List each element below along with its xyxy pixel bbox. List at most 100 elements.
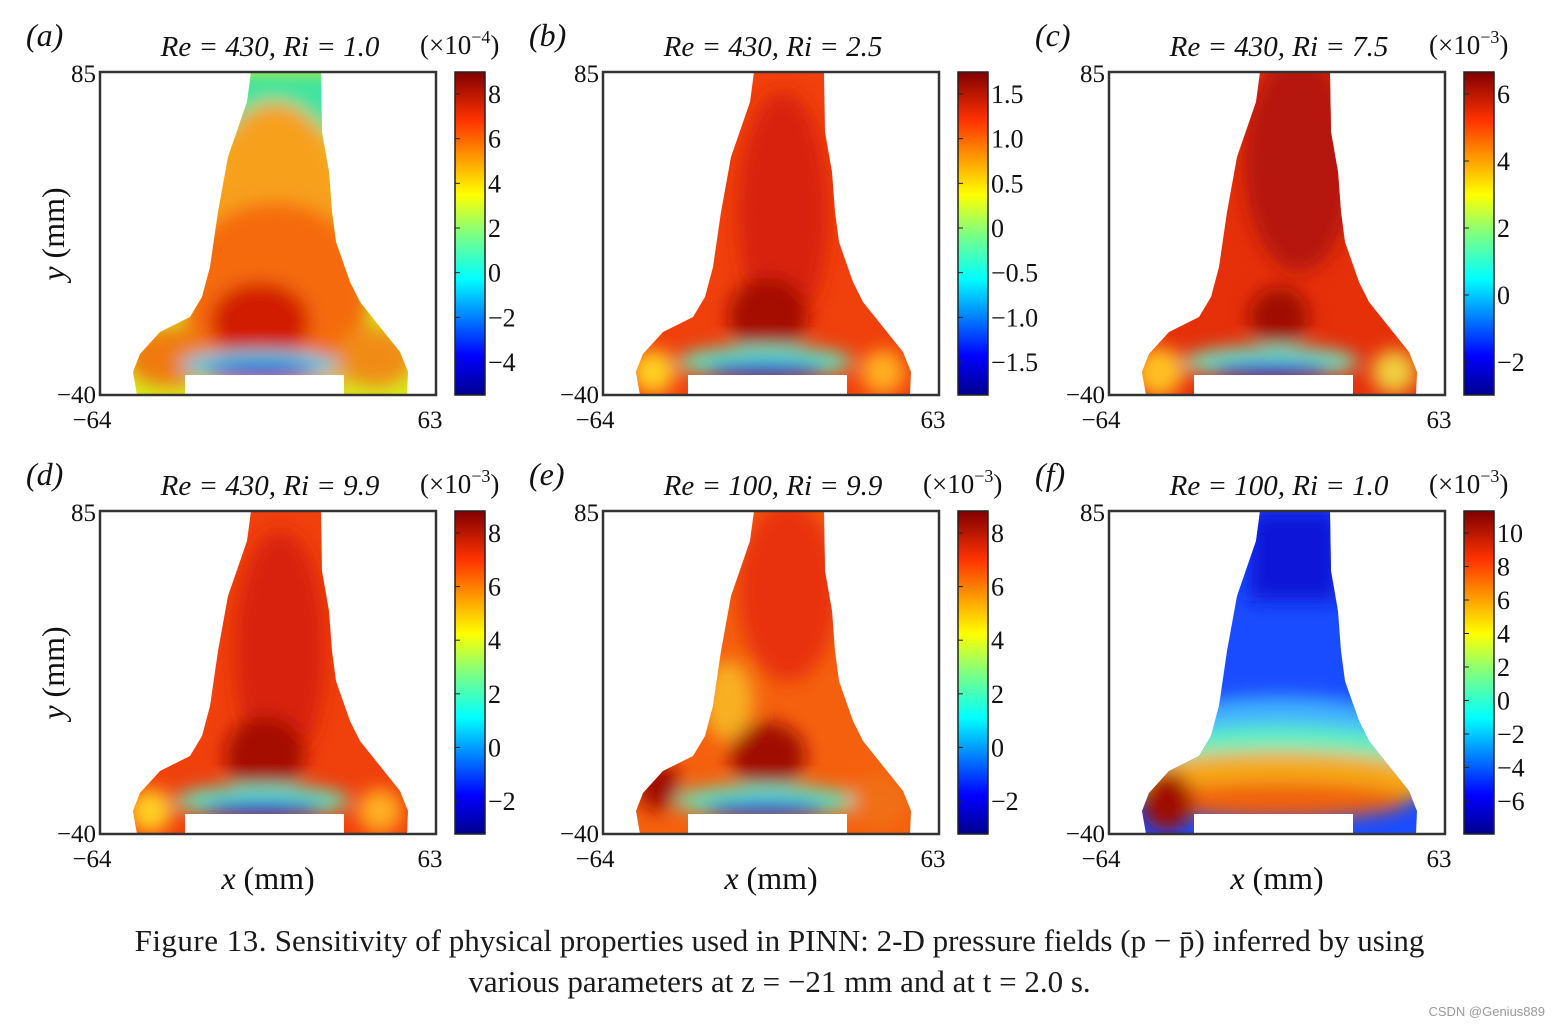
- panel-e: (e) Re = 100, Ri = 9.9 (×10−3) 85 −40−64 63 x …: [529, 456, 1019, 896]
- y-axis-label: y (mm): [35, 626, 71, 722]
- panel-label: (d): [26, 456, 63, 492]
- colorbar-tick-label: 4: [991, 626, 1004, 655]
- x-max-label: 63: [418, 846, 443, 873]
- x-min-label: −64: [72, 846, 112, 873]
- colorbar: [957, 510, 989, 835]
- plot-frame: [98, 509, 438, 836]
- colorbar-tick-label: 1.5: [991, 80, 1024, 109]
- colorbar-scale: (×10−3): [923, 466, 1002, 499]
- x-max-label: 63: [921, 846, 946, 873]
- colorbar-tick-label: 8: [488, 519, 501, 548]
- colorbar-tick-label: 4: [488, 626, 501, 655]
- x-min-label: −64: [1081, 407, 1121, 434]
- colorbar-tick-label: 0: [991, 733, 1004, 762]
- x-min-label: −64: [575, 407, 615, 434]
- colorbar-tick-label: −2: [488, 787, 516, 816]
- x-axis-label: x (mm): [1229, 860, 1323, 896]
- colorbar-tick-label: −1.0: [991, 303, 1038, 332]
- colorbar-tick-label: −4: [488, 348, 516, 377]
- panel-d: (d) Re = 430, Ri = 9.9 (×10−3) 85 −40−64 63 y …: [26, 456, 516, 896]
- watermark: CSDN @Genius889: [1428, 1004, 1545, 1019]
- panel-f: (f) Re = 100, Ri = 1.0 (×10−3)85−40−64 63x …: [1035, 456, 1525, 896]
- colorbar-tick-label: 0.5: [991, 169, 1024, 198]
- caption-line-1: Figure 13. Sensitivity of physical prope…: [134, 923, 1425, 958]
- plot-frame: [601, 70, 941, 397]
- x-max-label: 63: [1427, 846, 1452, 873]
- colorbar-tick-label: 6: [991, 573, 1004, 602]
- panel-title: Re = 430, Ri = 7.5: [1169, 31, 1389, 63]
- x-axis-label: x (mm): [220, 860, 314, 896]
- colorbar-tick-label: 2: [1497, 214, 1510, 243]
- colorbar-tick-label: −2: [991, 787, 1019, 816]
- colorbar-tick-label: 6: [488, 125, 501, 154]
- y-axis-label: y (mm): [35, 187, 71, 283]
- colorbar-tick-label: 6: [1497, 80, 1510, 109]
- colorbar-tick-label: 6: [488, 573, 501, 602]
- colorbar-tick-label: 4: [1497, 620, 1510, 649]
- colorbar-tick-label: −6: [1497, 787, 1525, 816]
- x-min-label: −64: [72, 407, 112, 434]
- y-min-label: −40: [57, 821, 96, 848]
- y-max-label: 85: [71, 61, 96, 88]
- x-axis-label: x (mm): [723, 860, 817, 896]
- x-min-label: −64: [575, 846, 615, 873]
- panel-label: (a): [26, 17, 63, 53]
- y-min-label: −40: [1066, 821, 1105, 848]
- panel-title: Re = 430, Ri = 1.0: [160, 31, 380, 63]
- colorbar: [957, 71, 989, 396]
- panel-title: Re = 100, Ri = 1.0: [1169, 470, 1389, 502]
- plot-frame: [1107, 70, 1447, 397]
- y-max-label: 85: [574, 500, 599, 527]
- panel-a: (a) Re = 430, Ri = 1.0 (×10−4)85−40−64 63y …: [26, 17, 516, 434]
- colorbar-tick-label: 2: [488, 214, 501, 243]
- plot-frame: [1107, 509, 1447, 836]
- colorbar-tick-label: 4: [488, 169, 501, 198]
- x-max-label: 63: [1427, 407, 1452, 434]
- x-min-label: −64: [1081, 846, 1121, 873]
- panel-title: Re = 430, Ri = 9.9: [160, 470, 380, 502]
- figure-caption: Figure 13. Sensitivity of physical prope…: [20, 920, 1539, 1002]
- colorbar-tick-label: 0: [488, 259, 501, 288]
- plot-frame: [601, 509, 941, 836]
- y-min-label: −40: [57, 382, 96, 409]
- colorbar-tick-label: 2: [991, 680, 1004, 709]
- colorbar-tick-label: 4: [1497, 147, 1510, 176]
- colorbar-tick-label: 1.0: [991, 125, 1024, 154]
- colorbar: [454, 71, 486, 396]
- panel-label: (e): [529, 456, 565, 492]
- colorbar-tick-label: 0: [1497, 687, 1510, 716]
- panel-label: (c): [1035, 17, 1071, 53]
- plot-frame: [98, 70, 438, 397]
- x-max-label: 63: [921, 407, 946, 434]
- y-max-label: 85: [1080, 500, 1105, 527]
- colorbar-tick-label: −2: [1497, 348, 1525, 377]
- colorbar-tick-label: 0: [1497, 281, 1510, 310]
- y-min-label: −40: [560, 382, 599, 409]
- colorbar-tick-label: 10: [1497, 519, 1523, 548]
- colorbar-tick-label: 2: [1497, 653, 1510, 682]
- figure-13: (a) Re = 430, Ri = 1.0 (×10−4)85−40−64 63y …: [26, 17, 1525, 896]
- colorbar-tick-label: 0: [991, 214, 1004, 243]
- colorbar-tick-label: −1.5: [991, 348, 1038, 377]
- colorbar-tick-label: −2: [488, 303, 516, 332]
- panel-title: Re = 100, Ri = 9.9: [663, 470, 883, 502]
- colorbar-tick-label: −2: [1497, 720, 1525, 749]
- panel-b: (b) Re = 430, Ri = 2.5 85 −40−64 63 1.5 1.0 0.5…: [529, 17, 1038, 434]
- colorbar-tick-label: −0.5: [991, 259, 1038, 288]
- y-min-label: −40: [560, 821, 599, 848]
- colorbar-scale: (×10−3): [420, 466, 499, 499]
- y-max-label: 85: [574, 61, 599, 88]
- caption-line-2: various parameters at z = −21 mm and at …: [468, 964, 1091, 999]
- colorbar-tick-label: 8: [991, 519, 1004, 548]
- panel-title: Re = 430, Ri = 2.5: [663, 31, 883, 63]
- colorbar-tick-label: 0: [488, 733, 501, 762]
- colorbar: [454, 510, 486, 835]
- panel-c: (c) Re = 430, Ri = 7.5 (×10−3) 85 −40−64 63 6 4…: [1035, 17, 1525, 434]
- colorbar: [1463, 71, 1495, 396]
- panel-label: (b): [529, 17, 566, 53]
- colorbar-tick-label: 2: [488, 680, 501, 709]
- x-max-label: 63: [418, 407, 443, 434]
- y-max-label: 85: [71, 500, 96, 527]
- panel-label: (f): [1035, 456, 1065, 492]
- colorbar: [1463, 510, 1495, 835]
